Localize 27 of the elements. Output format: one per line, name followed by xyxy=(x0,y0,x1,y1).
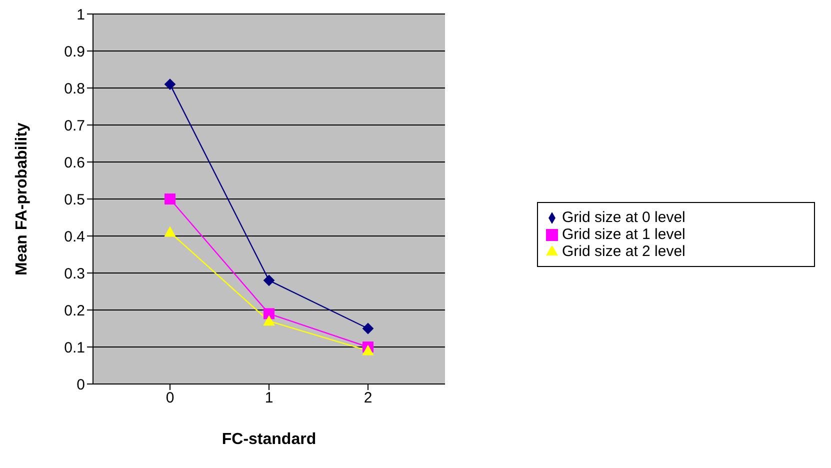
legend-label: Grid size at 1 level xyxy=(562,226,686,242)
point xyxy=(164,194,176,204)
y-tick-label: 0.1 xyxy=(64,339,85,356)
legend-label: Grid size at 2 level xyxy=(562,242,686,260)
y-tick-label: 0.8 xyxy=(64,80,85,98)
point xyxy=(264,316,274,326)
y-tick-label: 0.7 xyxy=(64,117,85,134)
y-tick-label: 0 xyxy=(76,376,85,394)
y-tick-label: 0.4 xyxy=(64,228,85,246)
y-tick-label: 0.2 xyxy=(64,302,85,320)
y-axis-title: Mean FA-probability xyxy=(14,122,30,276)
y-tick-label: 1 xyxy=(76,6,85,24)
legend-label: Grid size at 0 level xyxy=(562,208,686,226)
point xyxy=(362,345,374,356)
point xyxy=(362,323,374,334)
point xyxy=(164,226,176,237)
x-tick-label: 0 xyxy=(166,390,174,407)
x-tick-label: 1 xyxy=(264,390,274,407)
y-tick-label: 0.3 xyxy=(64,265,85,282)
y-tick-label: 0.9 xyxy=(64,43,85,60)
point xyxy=(264,274,274,286)
x-tick-label: 2 xyxy=(364,390,372,407)
y-tick-label: 0.5 xyxy=(64,191,85,208)
point xyxy=(164,78,176,90)
y-tick-label: 0.6 xyxy=(64,154,85,172)
point xyxy=(264,308,274,320)
x-axis-title: FC-standard xyxy=(222,431,316,448)
